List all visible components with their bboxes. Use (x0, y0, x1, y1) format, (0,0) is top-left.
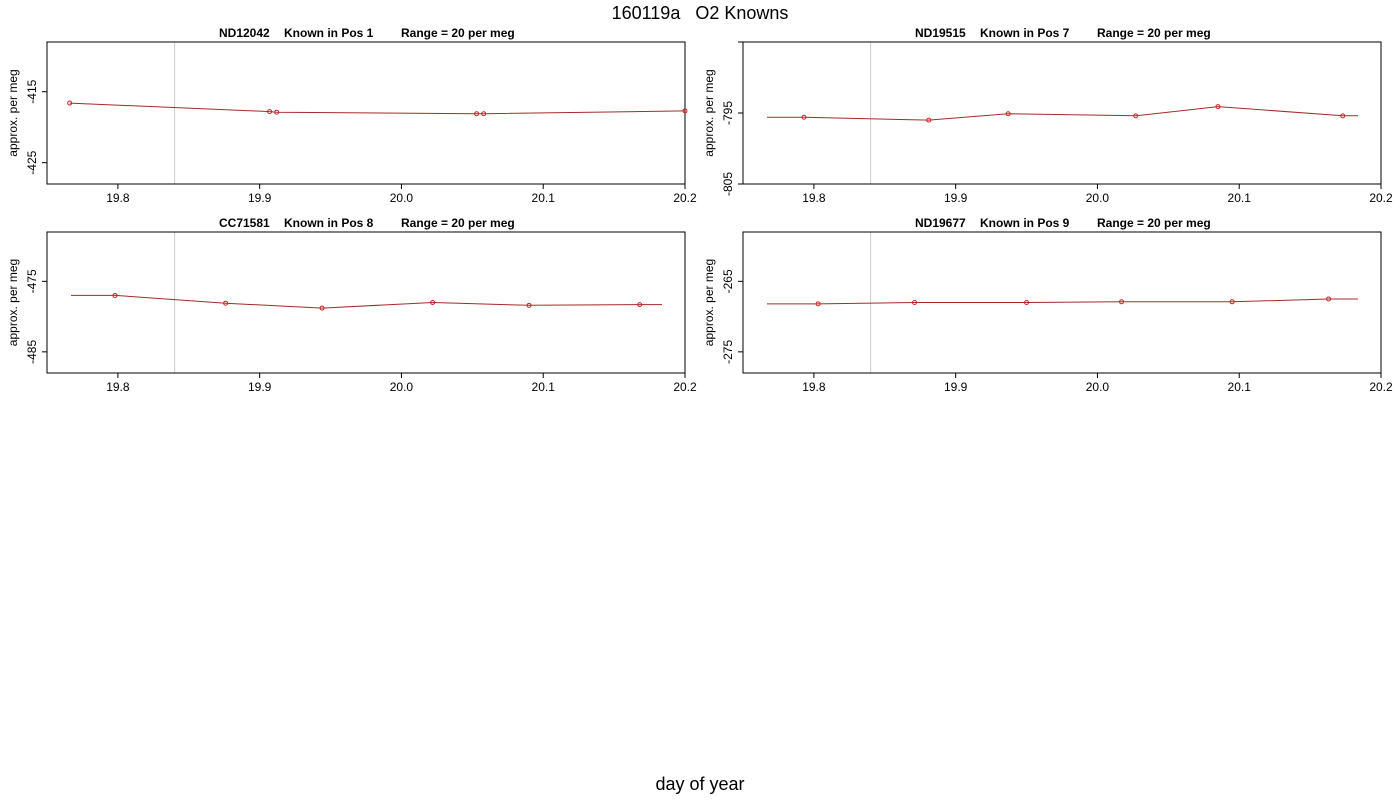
x-tick-label: 20.1 (1228, 191, 1252, 205)
data-point (926, 117, 932, 123)
plot-frame (742, 231, 1382, 374)
y-tick-label: -805 (721, 172, 735, 196)
x-tick-label: 19.9 (248, 380, 272, 394)
panel-title: ND19515 Known in Pos 7 Range = 20 per meg (915, 26, 1211, 40)
x-tick-label: 19.9 (248, 191, 272, 205)
data-point (1215, 104, 1221, 110)
data-point (1133, 113, 1139, 119)
y-tick-label: -265 (721, 269, 735, 293)
data-point (481, 111, 487, 117)
x-tick-label: 19.8 (106, 191, 130, 205)
plot-frame (742, 41, 1382, 185)
y-tick-label: -275 (721, 340, 735, 364)
data-point (112, 292, 118, 298)
series-line (767, 106, 1358, 121)
y-axis-label: approx. per meg (6, 69, 20, 156)
data-point (637, 302, 643, 308)
data-point (1340, 113, 1346, 119)
series-line (767, 298, 1358, 305)
x-tick-label: 19.8 (802, 380, 826, 394)
panel-title-part: Range = 20 per meg (401, 26, 515, 40)
data-point (1024, 300, 1030, 305)
y-tick-label: -795 (721, 101, 735, 125)
panel-title-part: Range = 20 per meg (1097, 216, 1211, 230)
data-point (1119, 299, 1125, 305)
x-tick-label: 20.0 (1086, 191, 1110, 205)
panel-title-part: ND19515 (915, 26, 966, 40)
data-point (1005, 111, 1011, 117)
x-tick-label: 20.2 (1369, 191, 1393, 205)
y-tick-label: -485 (25, 340, 39, 364)
y-axis-label: approx. per meg (702, 69, 716, 156)
panel-title-part: CC71581 (219, 216, 270, 230)
data-point (1229, 299, 1235, 305)
x-tick-label: 20.2 (673, 380, 697, 394)
chart-panel: CC71581 Known in Pos 8 Range = 20 per meg 1… (6, 216, 697, 394)
data-point (67, 100, 73, 106)
y-tick-label: -415 (25, 79, 39, 103)
x-tick-label: 19.8 (106, 380, 130, 394)
data-point (274, 109, 280, 115)
x-tick-label: 20.1 (532, 380, 556, 394)
panel-title: ND19677 Known in Pos 9 Range = 20 per meg (915, 216, 1211, 230)
data-point (801, 114, 807, 120)
data-point (526, 302, 532, 308)
data-point (815, 301, 821, 307)
panel-title-part: ND12042 (219, 26, 270, 40)
figure-title: 160119a O2 Knowns (611, 3, 789, 23)
x-tick-label: 19.9 (944, 380, 968, 394)
x-tick-label: 20.0 (390, 380, 414, 394)
panel-title: CC71581 Known in Pos 8 Range = 20 per meg (219, 216, 515, 230)
data-point (1326, 296, 1332, 302)
x-tick-label: 19.8 (802, 191, 826, 205)
data-point (223, 300, 229, 306)
panel-title-part: Range = 20 per meg (1097, 26, 1211, 40)
panel-title-part: Known in Pos 9 (980, 216, 1070, 230)
panel-title-part: Known in Pos 8 (284, 216, 374, 230)
data-point (912, 300, 918, 305)
series-line (69, 102, 686, 115)
panel-title-part: Range = 20 per meg (401, 216, 515, 230)
panel-title-part: Known in Pos 1 (284, 26, 374, 40)
x-axis-label: day of year (655, 774, 745, 794)
y-axis-label: approx. per meg (702, 259, 716, 346)
plot-frame (46, 231, 686, 374)
panel-title: ND12042 Known in Pos 1 Range = 20 per meg (219, 26, 515, 40)
y-tick-label: -425 (25, 150, 39, 174)
panel-title-part: ND19677 (915, 216, 966, 230)
series-line (71, 294, 662, 309)
x-tick-label: 20.0 (1086, 380, 1110, 394)
x-tick-label: 20.2 (673, 191, 697, 205)
x-tick-label: 20.1 (1228, 380, 1252, 394)
x-tick-label: 20.0 (390, 191, 414, 205)
data-point (682, 108, 688, 114)
y-axis-label: approx. per meg (6, 259, 20, 346)
data-point (267, 109, 273, 115)
data-point (474, 111, 480, 117)
panel-title-part: Known in Pos 7 (980, 26, 1070, 40)
data-point (319, 305, 325, 311)
x-tick-label: 19.9 (944, 191, 968, 205)
data-point (430, 300, 436, 305)
y-tick-label: -475 (25, 269, 39, 293)
chart-panel: ND12042 Known in Pos 1 Range = 20 per meg 1… (6, 26, 697, 205)
x-tick-label: 20.1 (532, 191, 556, 205)
chart-panel: ND19677 Known in Pos 9 Range = 20 per meg 1… (702, 216, 1393, 394)
chart-panel: ND19515 Known in Pos 7 Range = 20 per meg 1… (702, 26, 1393, 205)
x-tick-label: 20.2 (1369, 380, 1393, 394)
